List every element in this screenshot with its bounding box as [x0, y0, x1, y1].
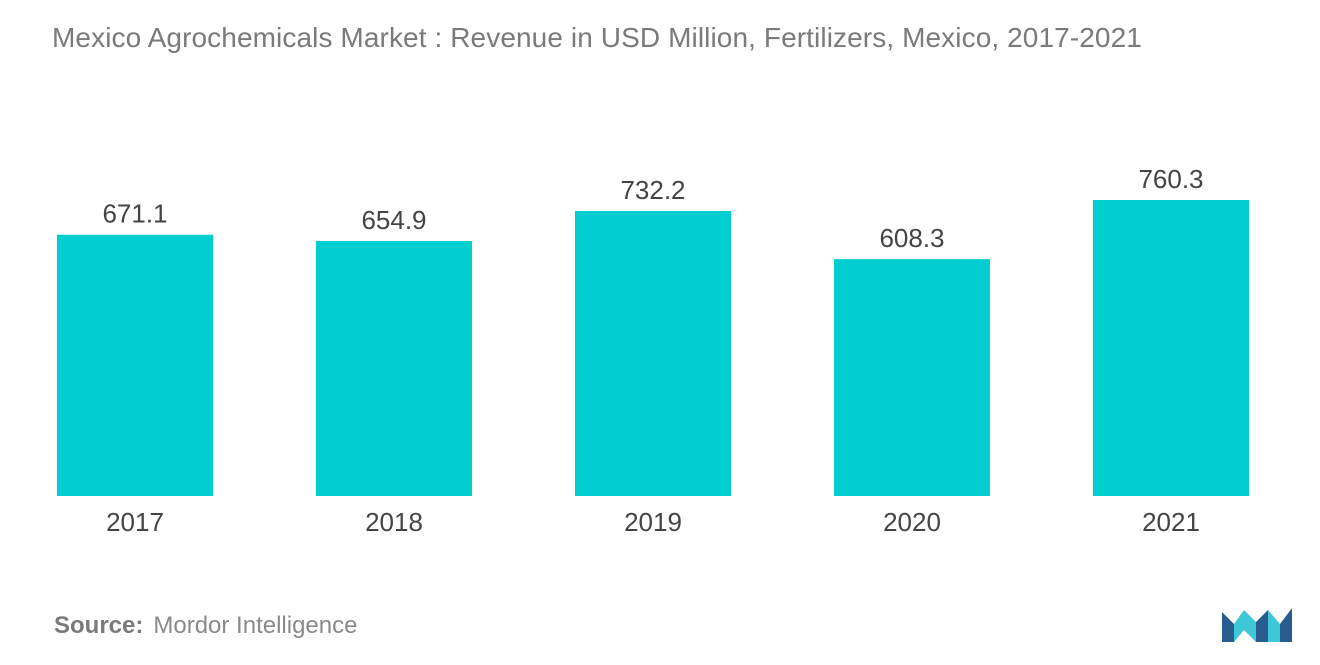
category-label-2018: 2018 — [365, 507, 423, 537]
category-label-2017: 2017 — [106, 507, 164, 537]
source-text: Mordor Intelligence — [153, 612, 358, 639]
value-label-2019: 732.2 — [620, 175, 685, 205]
chart-title: Mexico Agrochemicals Market : Revenue in… — [52, 22, 1142, 53]
category-labels-group: 2017 2018 2019 2020 2021 — [106, 507, 1200, 537]
category-label-2021: 2021 — [1142, 507, 1200, 537]
value-label-2018: 654.9 — [361, 205, 426, 235]
bar-2017 — [57, 234, 213, 496]
bars-group — [57, 200, 1249, 497]
source-note: Source: Mordor Intelligence — [54, 612, 357, 640]
bar-2020 — [834, 259, 990, 496]
bar-2018 — [316, 241, 472, 496]
value-label-2017: 671.1 — [102, 199, 167, 229]
bar-2019 — [575, 210, 731, 497]
mordor-intelligence-logo-icon — [1222, 608, 1292, 642]
value-labels-group: 671.1 654.9 732.2 608.3 760.3 — [102, 164, 1203, 253]
value-label-2020: 608.3 — [879, 223, 944, 253]
value-label-2021: 760.3 — [1138, 164, 1203, 194]
source-label: Source: — [54, 612, 144, 639]
category-label-2020: 2020 — [883, 507, 941, 537]
category-label-2019: 2019 — [624, 507, 682, 537]
bar-2021 — [1093, 200, 1249, 496]
